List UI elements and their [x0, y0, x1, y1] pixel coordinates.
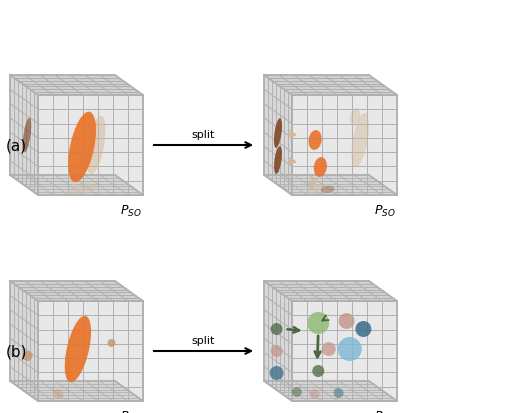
- Polygon shape: [264, 281, 397, 301]
- Polygon shape: [264, 176, 397, 195]
- Polygon shape: [264, 76, 292, 195]
- Polygon shape: [38, 96, 143, 195]
- Polygon shape: [10, 281, 143, 301]
- Ellipse shape: [309, 131, 322, 151]
- Circle shape: [312, 365, 324, 377]
- Ellipse shape: [68, 112, 96, 183]
- Circle shape: [269, 366, 283, 380]
- Text: $P_{SO}$: $P_{SO}$: [374, 204, 396, 218]
- Polygon shape: [292, 96, 397, 195]
- Circle shape: [338, 337, 362, 361]
- Ellipse shape: [67, 184, 97, 195]
- Circle shape: [334, 388, 343, 398]
- Circle shape: [307, 312, 329, 334]
- Polygon shape: [264, 76, 397, 96]
- Text: (a): (a): [6, 138, 27, 153]
- Polygon shape: [10, 76, 38, 195]
- Ellipse shape: [350, 109, 360, 127]
- Ellipse shape: [321, 186, 335, 194]
- Ellipse shape: [351, 114, 369, 168]
- Ellipse shape: [274, 147, 282, 174]
- Circle shape: [292, 387, 302, 397]
- Text: $P_{SO}$: $P_{SO}$: [120, 204, 141, 218]
- Polygon shape: [38, 301, 143, 401]
- Polygon shape: [10, 381, 143, 401]
- Polygon shape: [10, 76, 143, 96]
- Text: (b): (b): [6, 344, 28, 358]
- Circle shape: [22, 351, 32, 361]
- Circle shape: [270, 345, 282, 357]
- Ellipse shape: [306, 185, 334, 195]
- Circle shape: [310, 389, 320, 399]
- Circle shape: [53, 389, 63, 399]
- Circle shape: [355, 321, 371, 337]
- Text: split: split: [192, 130, 215, 140]
- Text: split: split: [192, 335, 215, 345]
- Circle shape: [270, 323, 282, 335]
- Text: $P_{SO}$: $P_{SO}$: [374, 409, 396, 413]
- Ellipse shape: [87, 116, 105, 175]
- Polygon shape: [10, 281, 38, 401]
- Text: $P_{SO}$: $P_{SO}$: [120, 409, 141, 413]
- Ellipse shape: [65, 316, 91, 382]
- Polygon shape: [264, 281, 292, 401]
- Circle shape: [322, 342, 336, 356]
- Polygon shape: [292, 301, 397, 401]
- Ellipse shape: [23, 119, 31, 153]
- Polygon shape: [10, 176, 143, 195]
- Circle shape: [339, 313, 354, 329]
- Polygon shape: [264, 381, 397, 401]
- Ellipse shape: [274, 119, 282, 149]
- Ellipse shape: [314, 158, 327, 178]
- Circle shape: [108, 339, 115, 347]
